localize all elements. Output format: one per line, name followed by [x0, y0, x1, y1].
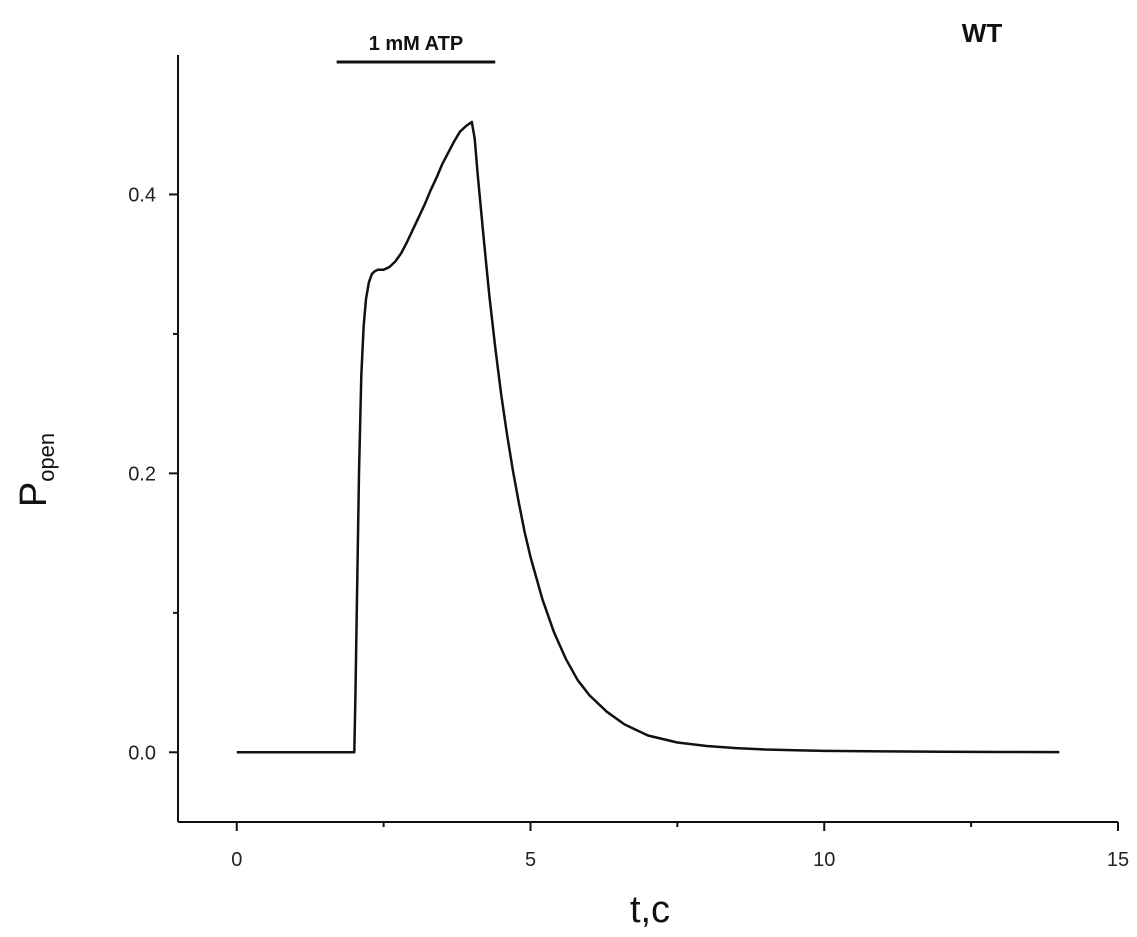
y-axis-title-sub: open [34, 433, 59, 482]
y-axis-title-main: P [13, 482, 55, 507]
series-line [236, 120, 1060, 754]
axes [177, 55, 1118, 823]
plot-area [236, 120, 1060, 754]
y-tick-label: 0.0 [128, 742, 156, 764]
corner-label: WT [962, 18, 1003, 48]
y-tick-label: 0.2 [128, 463, 156, 485]
x-tick-label: 10 [813, 849, 835, 871]
x-tick-label: 15 [1107, 849, 1129, 871]
ticks: 0 5 10 15 0.0 0.2 0.4 [128, 184, 1129, 871]
x-axis-title: t,c [630, 889, 670, 931]
y-axis-title: Popen [13, 433, 59, 507]
y-tick-label: 0.4 [128, 184, 156, 206]
x-tick-label: 0 [231, 849, 242, 871]
x-tick-label: 5 [525, 849, 536, 871]
stimulus-label: 1 mM ATP [369, 33, 463, 55]
